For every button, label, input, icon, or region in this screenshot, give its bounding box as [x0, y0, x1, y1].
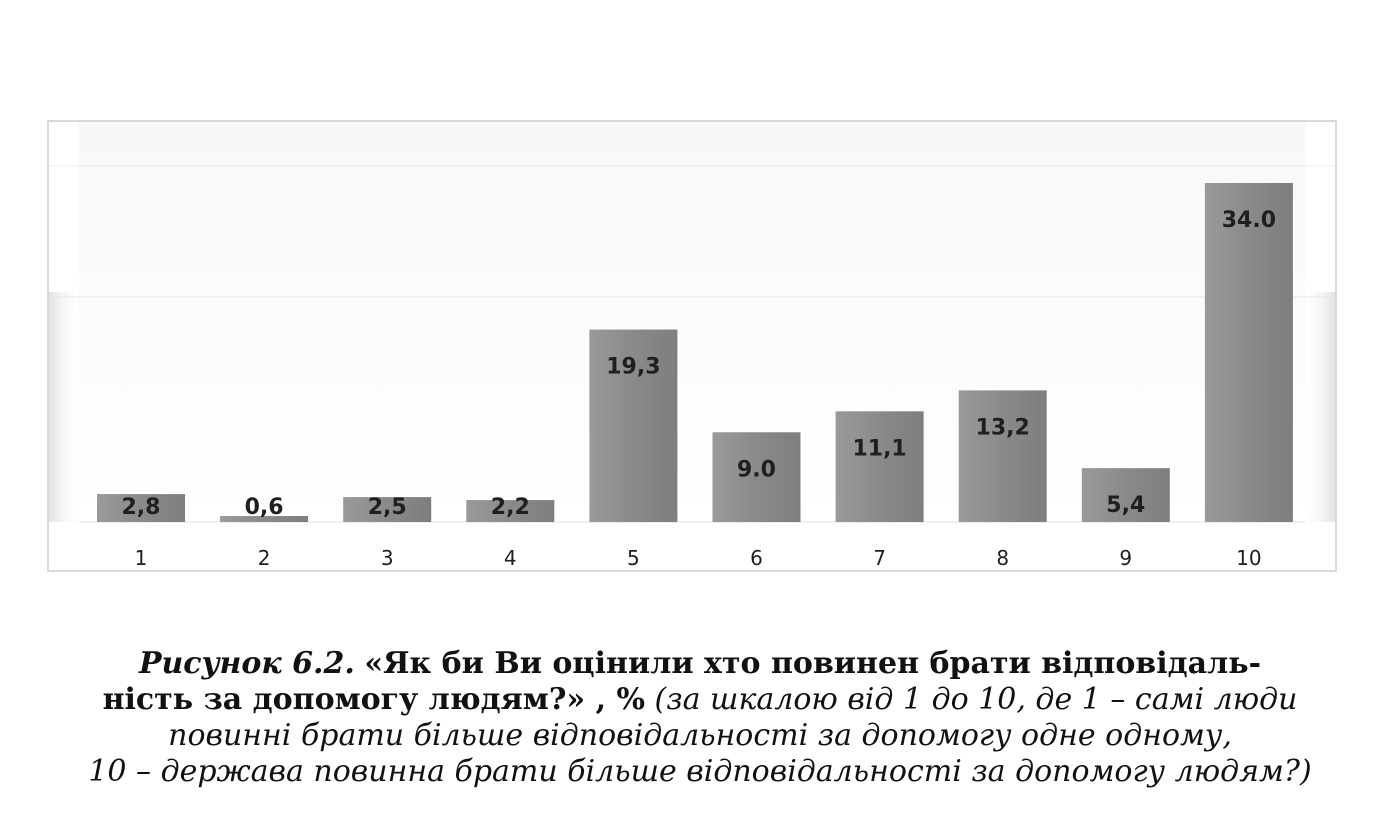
- x-tick-label-8: 8: [996, 546, 1009, 570]
- bar-5: [589, 329, 678, 522]
- data-label-3: 2,5: [368, 495, 407, 520]
- left-wall-shade: [49, 292, 83, 522]
- figure-note-part-3: 10 – держава повинна брати більше відпов…: [88, 754, 1312, 789]
- x-tick-label-6: 6: [750, 546, 763, 570]
- data-label-7: 11,1: [852, 436, 906, 461]
- data-label-4: 2,2: [491, 495, 530, 520]
- data-label-2: 0,6: [245, 495, 284, 520]
- bar-10: [1204, 183, 1293, 522]
- x-tick-label-3: 3: [381, 546, 394, 570]
- x-tick-label-7: 7: [873, 546, 886, 570]
- x-tick-label-5: 5: [627, 546, 640, 570]
- caption-line-1: Рисунок 6.2. «Як би Ви оцінили хто повин…: [60, 646, 1340, 682]
- x-tick-label-1: 1: [135, 546, 148, 570]
- figure-title-part-2: ність за допомогу людям?» , %: [102, 682, 645, 717]
- x-tick-label-9: 9: [1119, 546, 1132, 570]
- data-label-9: 5,4: [1106, 493, 1145, 518]
- bar-9: [1081, 468, 1170, 522]
- bars-group: 2,8 1 0,6 2 2,5 3 2,2 4 19,3 5 9.0 6 11,1 7 13,2 8 5,4 9 3…: [97, 183, 1293, 570]
- figure-title-part-1: «Як би Ви оцінили хто повинен брати відп…: [364, 646, 1262, 681]
- figure-note-part-1: (за шкалою від 1 до 10, де 1 – самі люди: [654, 682, 1298, 717]
- bar-4: [466, 500, 555, 522]
- data-label-8: 13,2: [976, 415, 1030, 440]
- plot-background: [79, 122, 1305, 522]
- figure-note-part-2: повинні брати більше відповідальності за…: [168, 718, 1232, 753]
- bar-3: [343, 497, 432, 522]
- bar-8: [958, 390, 1047, 522]
- bar-2: [220, 516, 309, 522]
- bar-chart: 2,8 1 0,6 2 2,5 3 2,2 4 19,3 5 9.0 6 11,1 7 13,2 8 5,4 9 3…: [49, 122, 1335, 570]
- data-label-10: 34.0: [1222, 208, 1276, 233]
- chart-frame: 2,8 1 0,6 2 2,5 3 2,2 4 19,3 5 9.0 6 11,1 7 13,2 8 5,4 9 3…: [47, 120, 1337, 572]
- data-label-6: 9.0: [737, 457, 776, 482]
- bar-7: [835, 411, 924, 522]
- data-label-5: 19,3: [606, 355, 660, 380]
- caption-line-2: ність за допомогу людям?» , % (за шкалою…: [60, 682, 1340, 718]
- figure-caption: Рисунок 6.2. «Як би Ви оцінили хто повин…: [60, 646, 1340, 790]
- bar-1: [97, 494, 185, 522]
- x-tick-label-4: 4: [504, 546, 517, 570]
- x-tick-label-10: 10: [1236, 546, 1261, 570]
- right-wall-shade: [1301, 292, 1335, 522]
- bar-6: [712, 432, 801, 522]
- x-tick-label-2: 2: [258, 546, 271, 570]
- figure-label: Рисунок 6.2.: [138, 646, 355, 681]
- data-label-1: 2,8: [122, 495, 161, 520]
